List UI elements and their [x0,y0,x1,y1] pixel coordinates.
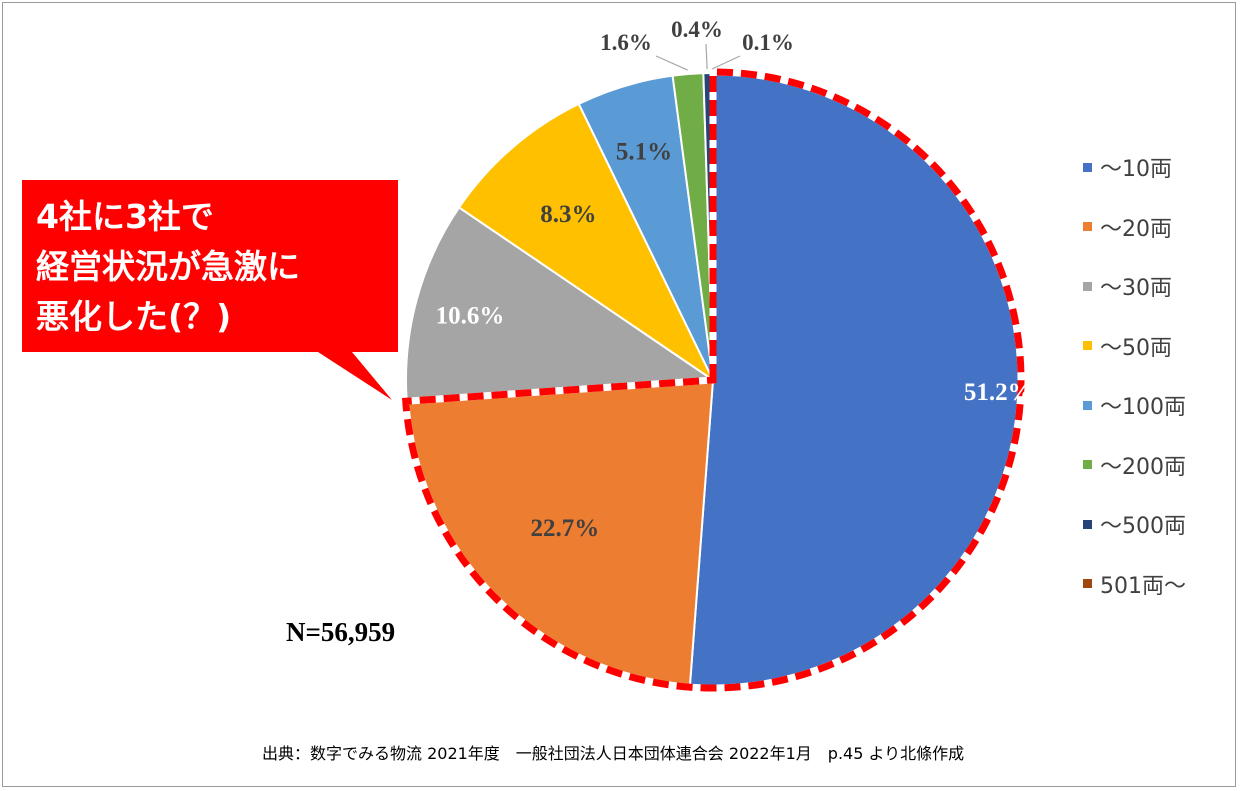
leader-line [655,55,688,71]
callout-line: 4社に3社で [36,197,214,236]
highlight-outline [401,68,1025,692]
legend-swatch [1083,222,1092,231]
legend-swatch [1083,281,1092,291]
legend-label: 〜50両 [1100,335,1172,361]
legend-label: 〜200両 [1100,454,1186,480]
callout-line: 悪化した(？) [36,297,232,336]
legend-swatch [1083,162,1092,172]
legend-label: 〜100両 [1100,395,1186,420]
legend-item: 501両〜 [1083,569,1186,599]
slice-data-label: 5.1% [616,139,672,166]
sample-size-label: N=56,959 [286,617,396,647]
slice-data-label: 0.1% [742,30,794,55]
legend-swatch [1083,400,1092,410]
callout-box [22,180,398,400]
legend-label: 〜30両 [1100,276,1172,301]
slice-data-label: 51.2% [964,379,1033,406]
slice-data-label: 1.6% [600,30,652,55]
legend-item: 〜100両 [1083,390,1186,420]
legend-swatch [1083,460,1092,469]
slice-data-label: 22.7% [531,515,600,542]
leader-line [711,55,741,70]
legend-item: 〜500両 [1083,509,1186,539]
legend-label: 〜10両 [1100,157,1172,182]
legend-swatch [1083,579,1092,588]
legend-item: 〜20両 [1083,212,1172,242]
source-note: 出典：数字でみる物流 2021年度 一般社団法人日本団体連合会 2022年1月 … [262,744,965,763]
callout-text: 4社に3社で 経営状況が急激に 悪化した(？) [36,192,396,342]
legend-item: 〜10両 [1083,152,1172,182]
legend-label: 501両〜 [1100,573,1186,599]
legend-item: 〜30両 [1083,271,1172,301]
legend-swatch [1083,519,1092,529]
leader-line [705,43,708,70]
legend-item: 〜200両 [1083,450,1186,480]
slice-data-label: 10.6% [436,302,505,329]
pie-slice [405,206,716,403]
legend-label: 〜500両 [1100,514,1186,539]
legend-label: 〜20両 [1100,216,1172,242]
legend-item: 〜50両 [1083,331,1172,361]
slice-data-label: 0.4% [671,17,723,42]
slice-data-label: 8.3% [540,201,596,228]
callout-line: 経営状況が急激に [36,247,300,286]
legend-swatch [1083,341,1092,350]
pie-slice [457,102,716,383]
